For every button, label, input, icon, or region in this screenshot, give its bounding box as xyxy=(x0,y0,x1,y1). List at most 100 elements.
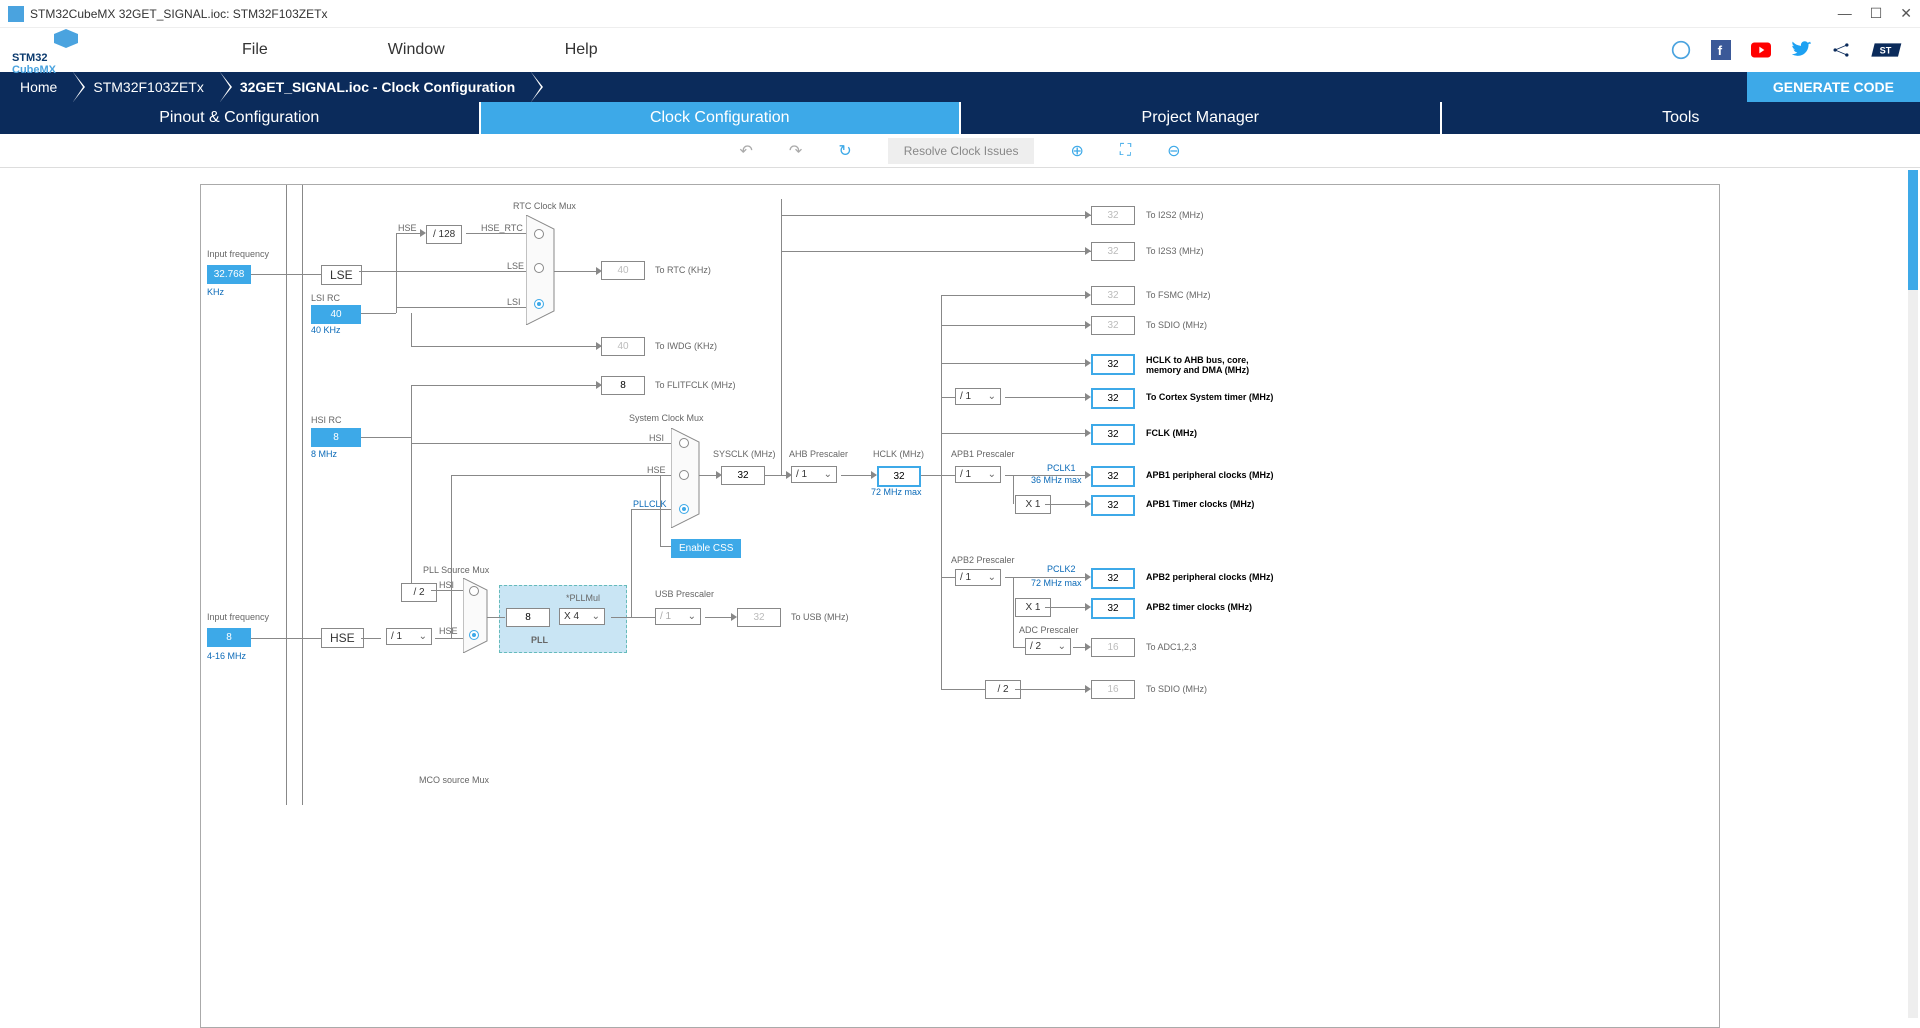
scrollbar-thumb[interactable] xyxy=(1908,170,1918,290)
out-i2s2 xyxy=(1091,206,1135,225)
pll-mux-hsi[interactable] xyxy=(469,586,479,596)
sysclk-label: SYSCLK (MHz) xyxy=(713,449,776,459)
out-apb2p-label: APB2 peripheral clocks (MHz) xyxy=(1146,572,1274,582)
usb-label: USB Prescaler xyxy=(655,589,714,599)
tab-project[interactable]: Project Manager xyxy=(961,102,1442,134)
out-i2s3-label: To I2S3 (MHz) xyxy=(1146,246,1204,256)
clock-canvas[interactable]: Input frequency KHz LSE LSI RC 40 40 KHz… xyxy=(0,168,1920,1028)
st-icon[interactable]: ST xyxy=(1868,40,1908,60)
minimize-icon[interactable]: — xyxy=(1838,5,1852,22)
menu-bar: STM32 CubeMX File Window Help f ST xyxy=(0,28,1920,72)
hclk-value[interactable] xyxy=(877,466,921,487)
iwdg-out xyxy=(601,337,645,356)
tab-tools[interactable]: Tools xyxy=(1442,102,1920,134)
ahb-prescaler[interactable]: / 1 xyxy=(791,466,837,483)
pll-label: PLL xyxy=(531,635,548,645)
app-icon xyxy=(8,6,24,22)
sys-mux-pll[interactable] xyxy=(679,504,689,514)
flit-out xyxy=(601,376,645,395)
hse-rtc-label: HSE_RTC xyxy=(481,223,523,233)
apb2-prescaler[interactable]: / 1 xyxy=(955,569,1001,586)
out-fclk-label: FCLK (MHz) xyxy=(1146,428,1197,438)
out-cortex-label: To Cortex System timer (MHz) xyxy=(1146,392,1273,402)
rtc-mux-lsi[interactable] xyxy=(534,299,544,309)
hclk-label: HCLK (MHz) xyxy=(873,449,924,459)
zoom-in-icon[interactable]: ⊕ xyxy=(1070,141,1083,161)
zoom-out-icon[interactable]: ⊖ xyxy=(1167,141,1180,161)
lse-unit: KHz xyxy=(207,287,224,297)
twitter-icon[interactable] xyxy=(1788,40,1814,60)
hsi-label: HSI RC xyxy=(311,415,342,425)
crumb-home[interactable]: Home xyxy=(0,72,73,102)
maximize-icon[interactable]: ☐ xyxy=(1870,5,1883,22)
sys-mux-label: System Clock Mux xyxy=(629,413,704,423)
rtc-lsi-tag: LSI xyxy=(507,297,521,307)
hse-prescaler[interactable]: / 1 xyxy=(386,628,432,645)
hse-tag1: HSE xyxy=(398,223,417,233)
out-fsmc xyxy=(1091,286,1135,305)
sys-mux-hsi[interactable] xyxy=(679,438,689,448)
menu-help[interactable]: Help xyxy=(565,41,598,59)
rtc-mux-hse[interactable] xyxy=(534,229,544,239)
usb-prescaler[interactable]: / 1 xyxy=(655,608,701,625)
youtube-icon[interactable] xyxy=(1748,40,1774,60)
undo-icon[interactable]: ↶ xyxy=(740,141,753,161)
menu-file[interactable]: File xyxy=(242,41,268,59)
breadcrumb: Home STM32F103ZETx 32GET_SIGNAL.ioc - Cl… xyxy=(0,72,1920,102)
facebook-icon[interactable]: f xyxy=(1708,40,1734,60)
hse-input-label: Input frequency xyxy=(207,612,269,622)
redo-icon[interactable]: ↷ xyxy=(789,141,802,161)
scrollbar[interactable] xyxy=(1908,170,1918,1018)
crumb-file[interactable]: 32GET_SIGNAL.ioc - Clock Configuration xyxy=(220,72,531,102)
hse-box: HSE xyxy=(321,628,364,648)
lse-box: LSE xyxy=(321,265,362,285)
resolve-button[interactable]: Resolve Clock Issues xyxy=(888,138,1035,164)
rtc-mux-lse[interactable] xyxy=(534,263,544,273)
apb1-prescaler[interactable]: / 1 xyxy=(955,466,1001,483)
out-apb1p[interactable] xyxy=(1091,466,1135,487)
out-cortex[interactable] xyxy=(1091,388,1135,409)
out-apb1t[interactable] xyxy=(1091,495,1135,516)
out-apb2t[interactable] xyxy=(1091,598,1135,619)
pll-hse-tag: HSE xyxy=(439,626,458,636)
pllmul-label: *PLLMul xyxy=(566,593,600,603)
out-apb2p[interactable] xyxy=(1091,568,1135,589)
pclk1-max: 36 MHz max xyxy=(1031,475,1082,485)
zoom-fit-icon[interactable]: ⛶ xyxy=(1120,142,1131,160)
crumb-chip[interactable]: STM32F103ZETx xyxy=(73,72,219,102)
badge-icon[interactable] xyxy=(1668,40,1694,60)
out-hclk[interactable] xyxy=(1091,354,1135,375)
iwdg-to: To IWDG (KHz) xyxy=(655,341,717,351)
menu-window[interactable]: Window xyxy=(388,41,445,59)
sys-hse-tag: HSE xyxy=(647,465,666,475)
sys-hsi-tag: HSI xyxy=(649,433,664,443)
community-icon[interactable] xyxy=(1828,40,1854,60)
adc-prescaler[interactable]: / 2 xyxy=(1025,638,1071,655)
generate-code-button[interactable]: GENERATE CODE xyxy=(1747,72,1920,102)
hse-input[interactable] xyxy=(207,628,251,647)
enable-css-button[interactable]: Enable CSS xyxy=(671,539,741,558)
tab-pinout[interactable]: Pinout & Configuration xyxy=(0,102,481,134)
lsi-label: LSI RC xyxy=(311,293,340,303)
apb1-label: APB1 Prescaler xyxy=(951,449,1015,459)
refresh-icon[interactable]: ↻ xyxy=(838,141,851,161)
cortex-prescaler[interactable]: / 1 xyxy=(955,388,1001,405)
sys-pll-tag: PLLCLK xyxy=(633,499,667,509)
rtc-to: To RTC (KHz) xyxy=(655,265,711,275)
ahb-label: AHB Prescaler xyxy=(789,449,848,459)
lse-input[interactable] xyxy=(207,265,251,284)
window-title: STM32CubeMX 32GET_SIGNAL.ioc: STM32F103Z… xyxy=(30,7,327,21)
hsi-value: 8 xyxy=(311,428,361,447)
out-fclk[interactable] xyxy=(1091,424,1135,445)
sysclk-value[interactable] xyxy=(721,466,765,485)
sys-mux-hse[interactable] xyxy=(679,470,689,480)
out-i2s3 xyxy=(1091,242,1135,261)
rtc-lse-tag: LSE xyxy=(507,261,524,271)
tab-clock[interactable]: Clock Configuration xyxy=(481,102,962,134)
close-icon[interactable]: ✕ xyxy=(1900,5,1912,22)
out-sdio2-label: To SDIO (MHz) xyxy=(1146,684,1207,694)
pll-mux-hse[interactable] xyxy=(469,630,479,640)
div2: / 2 xyxy=(401,583,437,602)
pclk1-label: PCLK1 xyxy=(1047,463,1076,473)
pll-mul[interactable]: X 4 xyxy=(559,608,605,625)
